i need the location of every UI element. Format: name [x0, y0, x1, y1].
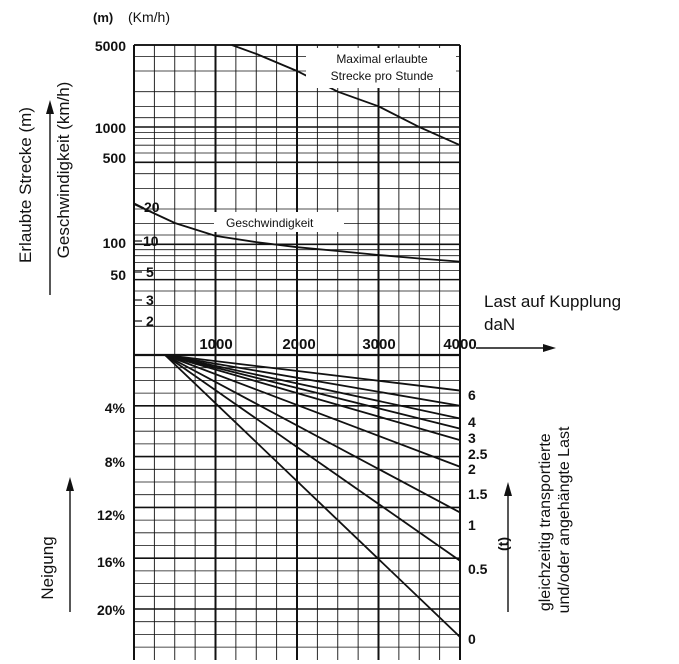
y-tick-50: 50: [110, 267, 126, 283]
slope-tick-4: 4%: [105, 400, 126, 416]
grid-bottom: [133, 353, 461, 660]
load-line-4: [164, 354, 461, 407]
curves: [133, 44, 461, 638]
x-axis-unit: daN: [484, 315, 515, 334]
load-label-0-5: 0.5: [468, 561, 488, 577]
x-axis-label: Last auf Kupplung: [484, 292, 621, 311]
load-line-3: [164, 354, 461, 420]
y-axis-label-distance: Erlaubte Strecke (m): [16, 107, 35, 263]
speed-tick-5: 5: [146, 264, 154, 280]
annotation-line-2: Strecke pro Stunde: [331, 69, 434, 83]
load-axis-label: gleichzeitig transportierte und/oder ang…: [537, 426, 573, 613]
speed-label-bg: [214, 212, 344, 232]
annotation-bg: [306, 48, 456, 88]
load-line-0: [164, 354, 461, 638]
slope-tick-12: 12%: [97, 507, 126, 523]
y-tick-5000: 5000: [95, 38, 126, 54]
grid-top: [133, 44, 461, 355]
speed-tick-10: 10: [143, 233, 159, 249]
load-line-1-5: [164, 354, 461, 468]
load-label-6: 6: [468, 387, 476, 403]
load-label-4: 4: [468, 414, 476, 430]
load-line-2: [164, 354, 461, 441]
speed-tick-3: 3: [146, 292, 154, 308]
x-tick-1000: 1000: [199, 336, 232, 353]
load-label-1: 1: [468, 517, 476, 533]
x-tick-2000: 2000: [282, 336, 315, 353]
annotation-line-1: Maximal erlaubte: [336, 52, 428, 66]
slope-tick-16: 16%: [97, 554, 126, 570]
load-axis-label-line-1: gleichzeitig transportierte: [537, 433, 554, 611]
load-unit-label: (t): [495, 537, 511, 551]
speed-curve-label: Geschwindigkeit: [226, 216, 314, 230]
speed-tick-20: 20: [144, 199, 160, 215]
speed-curve: [133, 203, 461, 263]
unit-label-kmh: (Km/h): [128, 9, 170, 25]
load-line-0-5: [164, 354, 461, 562]
load-label-1-5: 1.5: [468, 486, 488, 502]
x-tick-4000: 4000: [443, 336, 476, 353]
x-tick-3000: 3000: [362, 336, 395, 353]
y-tick-1000: 1000: [95, 120, 126, 136]
load-label-2-5: 2.5: [468, 446, 488, 462]
y-tick-100: 100: [103, 235, 127, 251]
load-line-2-5: [164, 354, 461, 430]
slope-axis-label: Neigung: [38, 536, 57, 599]
unit-label-m: (m): [93, 10, 113, 25]
load-label-3: 3: [468, 430, 476, 446]
load-label-0: 0: [468, 631, 476, 647]
load-line-1: [164, 354, 461, 514]
load-axis-label-line-2: und/oder angehängte Last: [556, 426, 573, 613]
slope-tick-8: 8%: [105, 454, 126, 470]
y-tick-500: 500: [103, 150, 127, 166]
slope-tick-20: 20%: [97, 602, 126, 618]
load-label-2: 2: [468, 461, 476, 477]
load-line-6: [164, 354, 461, 392]
max-distance-curve: [231, 44, 461, 147]
y-axis-label-speed: Geschwindigkeit (km/h): [54, 82, 73, 259]
speed-tick-2: 2: [146, 313, 154, 329]
